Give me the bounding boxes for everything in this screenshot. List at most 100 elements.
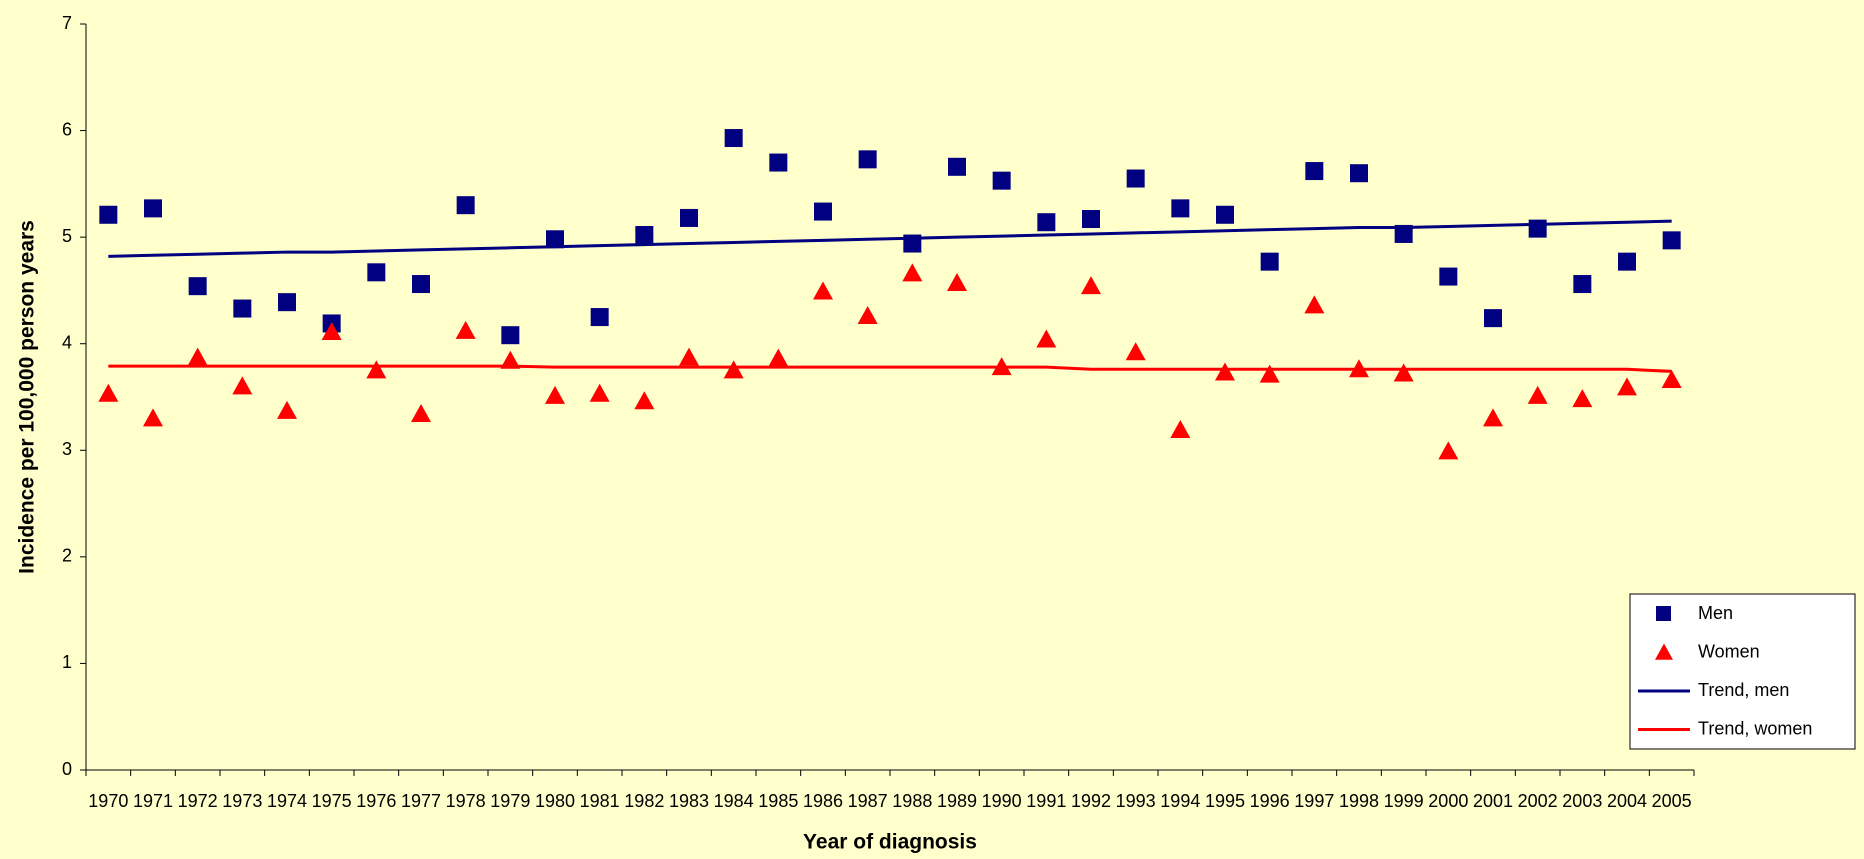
square-marker <box>144 199 162 218</box>
legend-label: Trend, men <box>1698 680 1789 700</box>
square-marker <box>1082 210 1100 229</box>
triangle-marker <box>1483 408 1503 427</box>
triangle-marker <box>366 360 387 379</box>
triangle-marker <box>857 306 878 325</box>
triangle-marker <box>500 350 521 369</box>
x-tick-label: 1994 <box>1160 791 1200 811</box>
square-marker <box>724 129 743 148</box>
triangle-marker <box>411 404 431 423</box>
square-marker <box>992 171 1011 190</box>
triangle-marker <box>589 383 610 402</box>
x-tick-label: 1996 <box>1250 791 1290 811</box>
x-tick-label: 1991 <box>1026 791 1066 811</box>
trend-line <box>108 219 1672 258</box>
x-tick-label: 1974 <box>267 791 307 811</box>
triangle-marker <box>232 376 253 395</box>
x-tick-label: 1978 <box>446 791 486 811</box>
x-tick-label: 1972 <box>178 791 218 811</box>
triangle-marker <box>143 408 163 427</box>
x-tick-label: 1990 <box>982 791 1022 811</box>
x-tick-label: 1984 <box>714 791 754 811</box>
x-tick-label: 1980 <box>535 791 575 811</box>
x-tick-label: 2005 <box>1652 791 1692 811</box>
square-marker <box>1484 309 1502 328</box>
triangle-marker <box>1081 276 1101 295</box>
legend-label: Trend, women <box>1698 718 1812 738</box>
square-marker <box>456 196 475 215</box>
triangle-marker <box>1617 377 1637 396</box>
triangle-marker <box>902 263 923 282</box>
triangle-marker <box>768 348 789 367</box>
triangle-marker <box>1170 420 1191 439</box>
y-axis-title: Incidence per 100,000 person years <box>16 220 39 574</box>
triangle-marker <box>634 391 655 410</box>
square-marker <box>948 157 966 176</box>
y-tick-label: 4 <box>62 332 72 352</box>
triangle-marker <box>947 272 967 291</box>
legend-triangle <box>1655 643 1673 660</box>
x-tick-label: 1995 <box>1205 791 1245 811</box>
triangle-marker <box>1661 369 1682 388</box>
x-tick-label: 1998 <box>1339 791 1379 811</box>
square-marker <box>412 275 430 294</box>
square-marker <box>233 299 252 318</box>
x-tick-label: 2000 <box>1428 791 1468 811</box>
square-marker <box>1528 219 1547 238</box>
x-tick-label: 2003 <box>1562 791 1602 811</box>
triangle-marker <box>1125 342 1146 361</box>
triangle-marker <box>277 400 297 419</box>
square-marker <box>1439 267 1458 286</box>
x-tick-label: 1997 <box>1294 791 1334 811</box>
triangle-marker <box>1438 441 1459 460</box>
triangle-marker <box>455 320 476 339</box>
y-tick-label: 7 <box>62 13 72 33</box>
y-tick-label: 1 <box>62 652 72 672</box>
square-marker <box>1305 162 1324 181</box>
square-marker <box>680 208 698 227</box>
triangle-marker <box>321 321 342 340</box>
triangle-marker <box>813 281 833 300</box>
x-tick-label: 1983 <box>669 791 709 811</box>
x-tick-label: 1975 <box>312 791 352 811</box>
y-tick-label: 3 <box>62 439 72 459</box>
y-tick-label: 5 <box>62 226 72 246</box>
x-tick-label: 2004 <box>1607 791 1647 811</box>
y-tick-label: 0 <box>62 759 72 779</box>
x-tick-label: 1999 <box>1384 791 1424 811</box>
x-tick-label: 1987 <box>848 791 888 811</box>
x-tick-label: 1982 <box>624 791 664 811</box>
square-marker <box>1618 252 1636 271</box>
square-marker <box>635 226 654 245</box>
trend-line <box>108 364 1672 373</box>
x-tick-label: 1989 <box>937 791 977 811</box>
legend-square <box>1656 606 1671 621</box>
x-tick-label: 1993 <box>1116 791 1156 811</box>
triangle-marker <box>187 347 208 366</box>
y-tick-label: 6 <box>62 119 72 139</box>
triangle-marker <box>1572 389 1593 408</box>
x-tick-label: 1970 <box>88 791 128 811</box>
triangle-marker <box>1527 385 1548 404</box>
triangle-marker <box>98 383 119 402</box>
square-marker <box>1573 275 1592 294</box>
triangle-marker <box>1036 329 1057 348</box>
square-marker <box>99 205 118 224</box>
x-tick-label: 1988 <box>892 791 932 811</box>
x-tick-label: 1992 <box>1071 791 1111 811</box>
triangle-marker <box>1215 362 1235 381</box>
triangle-marker <box>545 385 565 404</box>
square-marker <box>814 202 832 221</box>
square-marker <box>1037 213 1056 232</box>
x-tick-label: 1973 <box>222 791 262 811</box>
square-marker <box>278 293 296 312</box>
legend-label: Women <box>1698 641 1760 661</box>
x-tick-label: 1976 <box>356 791 396 811</box>
square-marker <box>1662 231 1681 250</box>
legend-label: Men <box>1698 603 1733 623</box>
square-marker <box>546 230 564 249</box>
x-tick-label: 1985 <box>758 791 798 811</box>
triangle-marker <box>1259 364 1280 383</box>
